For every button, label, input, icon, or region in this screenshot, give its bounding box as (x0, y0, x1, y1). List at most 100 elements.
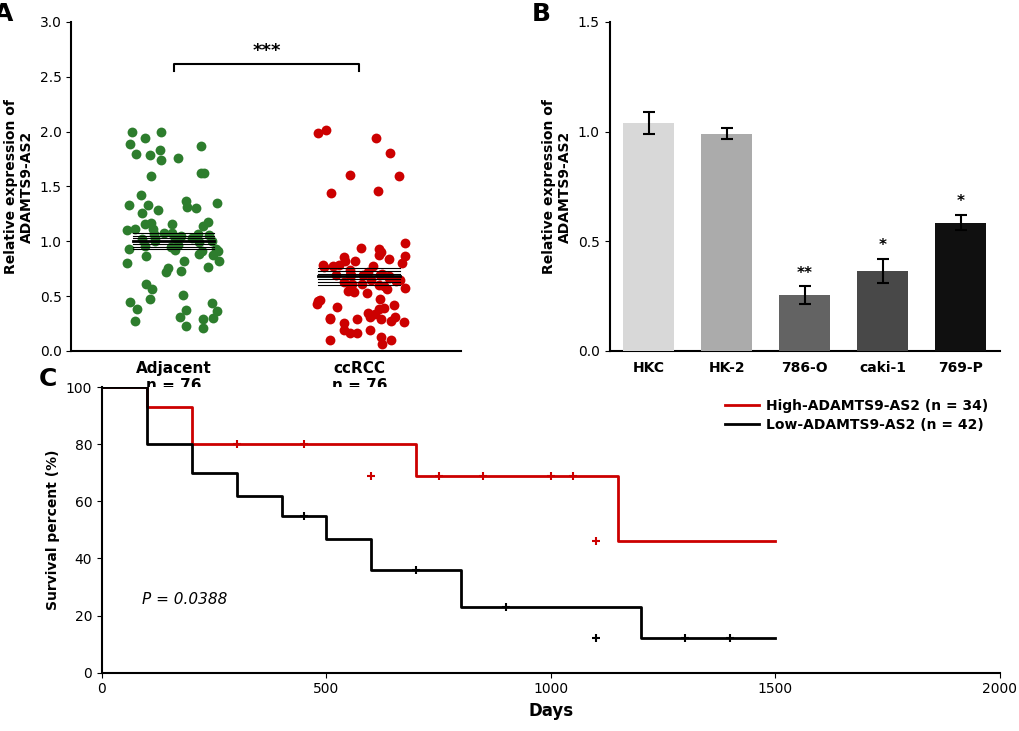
Point (380, 270, 396, 282)
Point (146, 228, 162, 240)
Low-ADAMTS9-AS2 (n = 42) (96, 383, 108, 392)
Point (381, 147, 397, 159)
High-ADAMTS9-AS2 (n = 34) (141, 403, 153, 412)
High-ADAMTS9-AS2 (n = 34) (253, 440, 265, 449)
Point (367, 308, 383, 320)
Bar (779, 295, 829, 351)
Point (122, 138, 139, 150)
Point (172, 230, 189, 242)
Point (341, 327, 358, 338)
Point (119, 224, 136, 236)
Point (147, 235, 163, 247)
Point (149, 205, 165, 216)
Point (346, 256, 363, 268)
Point (152, 154, 168, 166)
Point (140, 199, 156, 211)
Low-ADAMTS9-AS2 (n = 42) (544, 602, 556, 611)
Point (328, 269, 344, 281)
Point (142, 149, 158, 161)
Point (208, 306, 224, 317)
Point (393, 257, 410, 268)
High-ADAMTS9-AS2 (n = 34) (96, 383, 108, 392)
Point (127, 148, 144, 160)
Low-ADAMTS9-AS2 (n = 42) (768, 634, 781, 643)
Point (348, 327, 365, 339)
Low-ADAMTS9-AS2 (n = 42) (634, 602, 646, 611)
Bar (856, 271, 907, 351)
Point (335, 318, 352, 330)
High-ADAMTS9-AS2 (n = 34) (410, 440, 422, 449)
Point (195, 322, 211, 333)
Point (373, 246, 389, 258)
Point (310, 127, 326, 139)
Point (364, 260, 380, 272)
Point (137, 219, 153, 230)
Point (191, 236, 207, 248)
High-ADAMTS9-AS2 (n = 34) (185, 403, 198, 412)
Point (167, 232, 183, 244)
X-axis label: Days: Days (528, 702, 573, 720)
Low-ADAMTS9-AS2 (n = 42) (275, 491, 287, 500)
Point (121, 296, 138, 308)
Low-ADAMTS9-AS2 (n = 42) (230, 469, 243, 477)
Point (373, 313, 389, 325)
Point (335, 324, 352, 336)
Point (386, 311, 403, 323)
Point (370, 186, 386, 197)
Point (193, 140, 209, 151)
Point (175, 255, 192, 267)
Point (353, 242, 369, 254)
Point (314, 259, 330, 270)
Point (385, 299, 401, 311)
Point (169, 240, 185, 251)
Point (358, 287, 374, 299)
Text: B: B (531, 2, 550, 26)
Legend: High-ADAMTS9-AS2 (n = 34), Low-ADAMTS9-AS2 (n = 42): High-ADAMTS9-AS2 (n = 34), Low-ADAMTS9-A… (719, 394, 991, 436)
Y-axis label: Survival percent (%): Survival percent (%) (46, 450, 60, 610)
High-ADAMTS9-AS2 (n = 34) (141, 383, 153, 392)
Point (145, 223, 161, 235)
Point (177, 194, 194, 206)
Text: *: * (956, 194, 964, 210)
Point (322, 313, 338, 325)
Point (204, 298, 220, 309)
High-ADAMTS9-AS2 (n = 34) (768, 537, 781, 546)
Point (360, 308, 376, 319)
Point (194, 245, 210, 257)
Text: ***: *** (252, 42, 280, 61)
Point (133, 207, 150, 219)
Point (132, 189, 149, 201)
Point (341, 283, 358, 295)
High-ADAMTS9-AS2 (n = 34) (611, 537, 624, 546)
Point (343, 279, 360, 290)
Point (337, 255, 354, 267)
Point (164, 227, 180, 239)
Point (331, 259, 347, 270)
Point (210, 245, 226, 257)
Point (368, 132, 384, 143)
Point (153, 126, 169, 138)
Point (328, 301, 344, 313)
Low-ADAMTS9-AS2 (n = 42) (634, 634, 646, 643)
Point (138, 278, 154, 289)
Y-axis label: Relative expression of
ADAMTS9-AS2: Relative expression of ADAMTS9-AS2 (541, 99, 572, 274)
Point (126, 224, 143, 235)
Point (339, 285, 356, 297)
Point (172, 265, 189, 276)
Text: A: A (0, 2, 13, 26)
Point (174, 289, 191, 301)
Low-ADAMTS9-AS2 (n = 42) (230, 491, 243, 500)
Point (371, 293, 387, 305)
Low-ADAMTS9-AS2 (n = 42) (768, 634, 781, 643)
Point (345, 286, 362, 298)
High-ADAMTS9-AS2 (n = 34) (185, 440, 198, 449)
Point (205, 249, 221, 260)
Point (321, 333, 337, 345)
Point (324, 260, 340, 272)
Bar (701, 134, 751, 351)
Point (192, 249, 208, 260)
Point (143, 217, 159, 229)
Low-ADAMTS9-AS2 (n = 42) (320, 512, 332, 520)
Point (348, 314, 365, 325)
Point (317, 124, 333, 135)
